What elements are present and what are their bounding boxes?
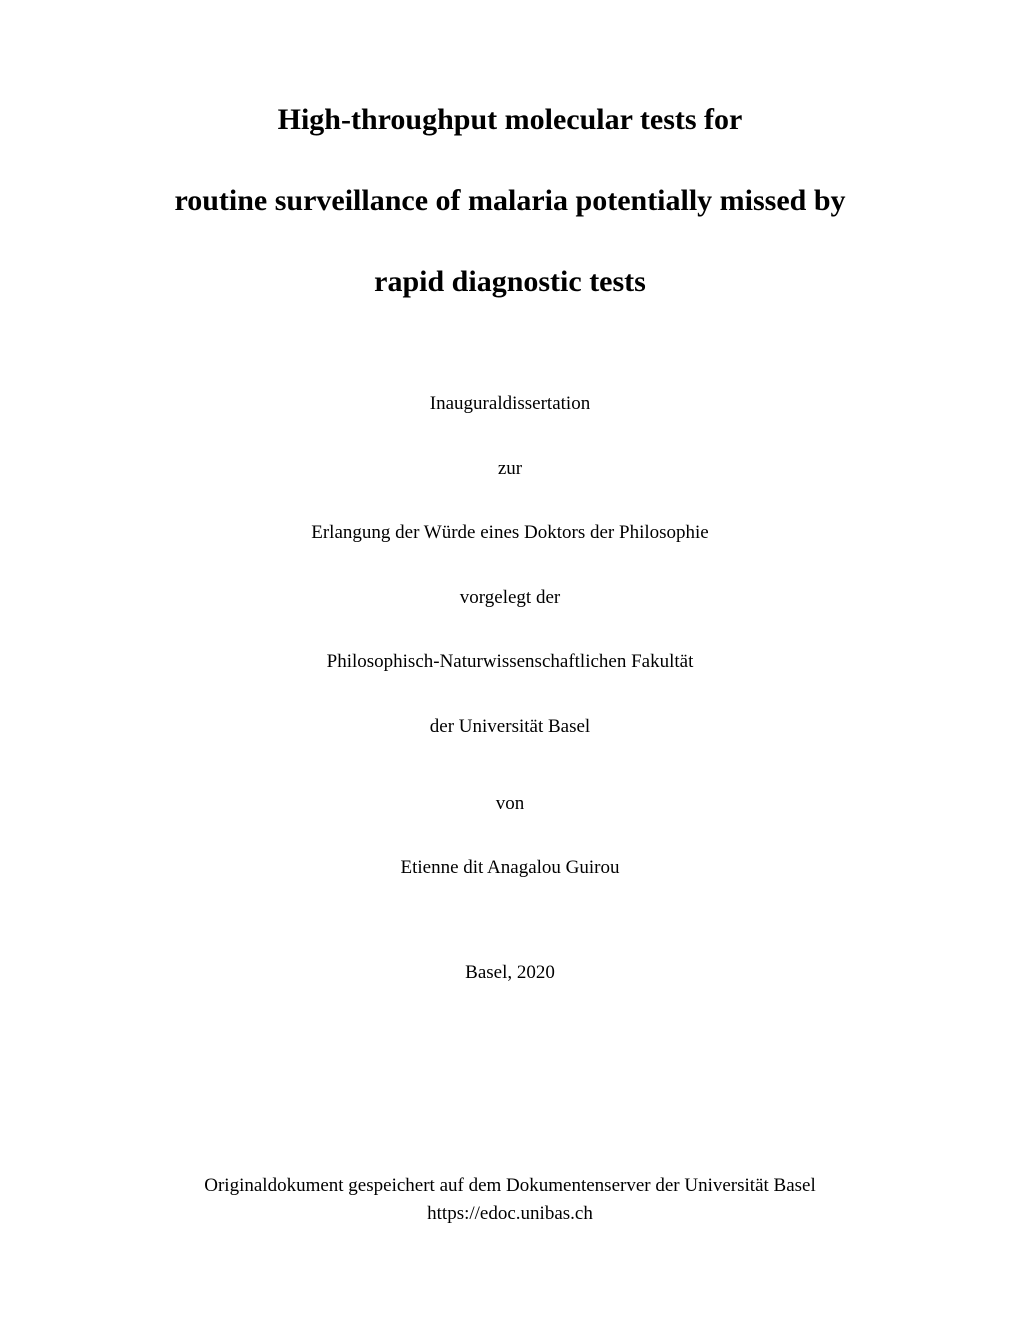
footer-line-1: Originaldokument gespeichert auf dem Dok… bbox=[0, 1173, 1020, 1200]
place-year-block: Basel, 2020 bbox=[100, 960, 920, 987]
spacer-1 bbox=[100, 741, 920, 791]
dissertation-title: High-throughput molecular tests for rout… bbox=[100, 100, 920, 301]
von-text: von bbox=[100, 791, 920, 818]
footer-url: https://edoc.unibas.ch bbox=[0, 1201, 1020, 1228]
dissertation-type: Inauguraldissertation bbox=[100, 391, 920, 418]
author-block: von Etienne dit Anagalou Guirou bbox=[100, 791, 920, 882]
place-year: Basel, 2020 bbox=[100, 960, 920, 987]
spacer-2 bbox=[100, 882, 920, 960]
submitted-text: vorgelegt der bbox=[100, 585, 920, 612]
footer: Originaldokument gespeichert auf dem Dok… bbox=[0, 1173, 1020, 1230]
title-line-1: High-throughput molecular tests for bbox=[100, 100, 920, 139]
author-name: Etienne dit Anagalou Guirou bbox=[100, 855, 920, 882]
dissertation-info: Inauguraldissertation zur Erlangung der … bbox=[100, 391, 920, 741]
title-line-3: rapid diagnostic tests bbox=[100, 262, 920, 301]
zur-text: zur bbox=[100, 456, 920, 483]
title-line-2: routine surveillance of malaria potentia… bbox=[100, 181, 920, 220]
faculty-text: Philosophisch-Naturwissenschaftlichen Fa… bbox=[100, 649, 920, 676]
degree-text: Erlangung der Würde eines Doktors der Ph… bbox=[100, 520, 920, 547]
university-text: der Universität Basel bbox=[100, 714, 920, 741]
